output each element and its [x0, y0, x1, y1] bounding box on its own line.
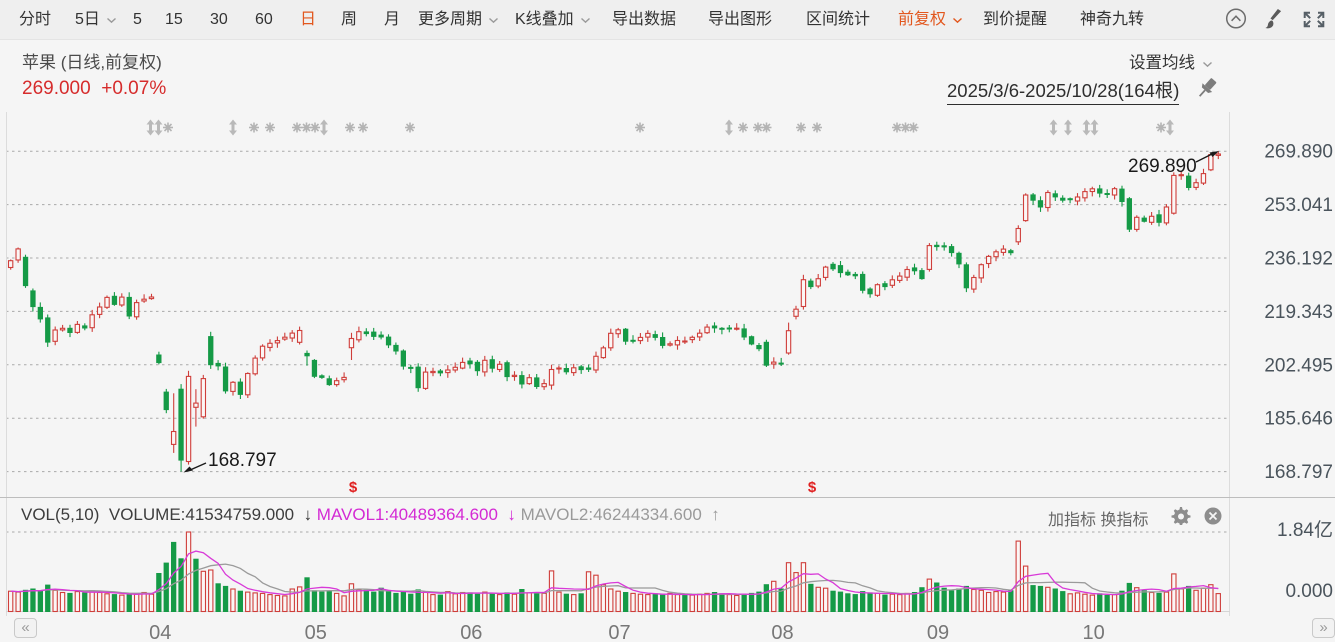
svg-text:1.84亿: 1.84亿 — [1277, 519, 1333, 541]
svg-text:253.041: 253.041 — [1264, 195, 1333, 216]
svg-text:185.646: 185.646 — [1264, 409, 1333, 430]
svg-text:04: 04 — [149, 622, 171, 642]
svg-text:269.890: 269.890 — [1128, 156, 1197, 177]
svg-text:236.192: 236.192 — [1264, 249, 1333, 270]
svg-text:05: 05 — [305, 622, 327, 642]
svg-text:09: 09 — [927, 622, 949, 642]
svg-text:168.797: 168.797 — [208, 450, 277, 471]
svg-text:$: $ — [349, 479, 358, 496]
svg-text:06: 06 — [460, 622, 482, 642]
svg-text:0.000: 0.000 — [1285, 581, 1333, 602]
svg-text:168.797: 168.797 — [1264, 462, 1333, 483]
svg-text:$: $ — [808, 479, 817, 496]
svg-text:07: 07 — [608, 622, 630, 642]
svg-text:08: 08 — [771, 622, 793, 642]
svg-text:202.495: 202.495 — [1264, 355, 1333, 376]
svg-text:219.343: 219.343 — [1264, 302, 1333, 323]
svg-text:269.890: 269.890 — [1264, 142, 1333, 163]
svg-text:10: 10 — [1083, 622, 1105, 642]
